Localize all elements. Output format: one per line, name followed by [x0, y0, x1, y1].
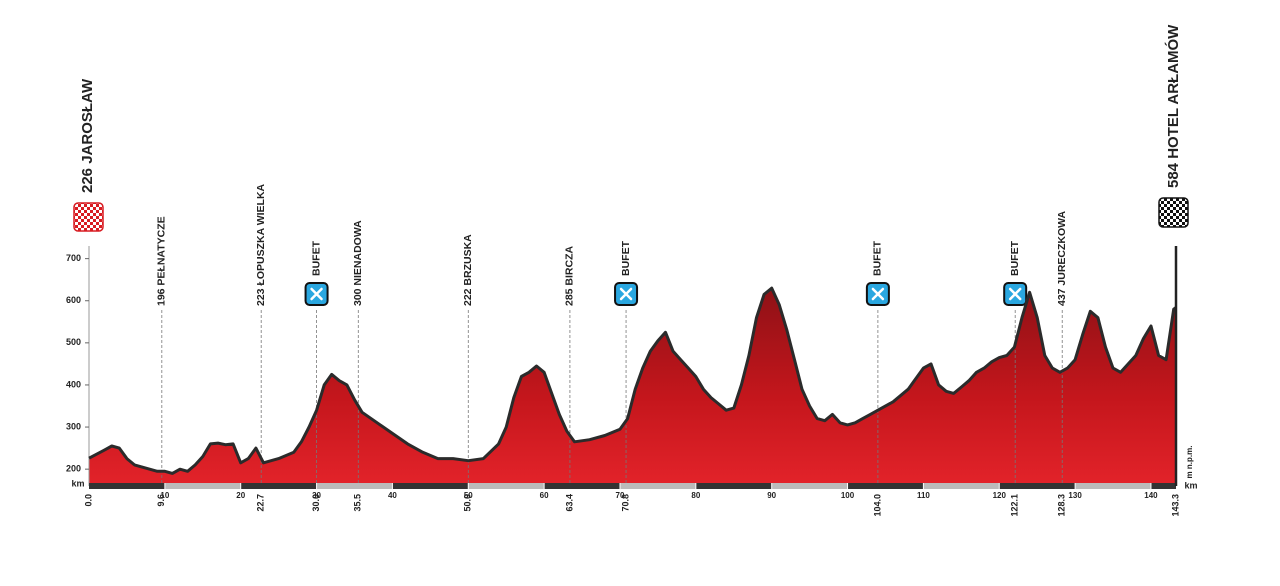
feed-icon-cutlery: [310, 287, 323, 301]
y-tick-label: 700: [66, 253, 81, 263]
y-tick-label: 200: [66, 464, 81, 474]
x-axis-label: km: [1184, 480, 1197, 490]
x-tick-label: 20: [236, 491, 245, 500]
finish-label: 584 HOTEL ARŁAMÓW: [1164, 24, 1182, 188]
km-bar: [1075, 483, 1151, 489]
x-tick-label: 80: [691, 491, 700, 500]
km-bar: [695, 483, 772, 489]
x-tick-label: 140: [1144, 491, 1158, 500]
x-axis-label: km: [71, 478, 84, 488]
x-tick-label: 110: [917, 491, 930, 500]
km-marker-label: 22.7: [256, 494, 266, 512]
km-bar: [544, 483, 620, 489]
start-flag: [73, 202, 104, 232]
elevation-line: [88, 286, 1177, 475]
elevation-area: [89, 288, 1176, 486]
feed-icon-cutlery: [871, 287, 885, 301]
waypoint-label: BUFET: [310, 240, 322, 276]
waypoint-label: 300 NIENADOWA: [352, 220, 364, 306]
x-tick-label: 90: [767, 491, 776, 500]
y-tick-label: 400: [66, 379, 81, 389]
y-tick-label: 300: [66, 421, 81, 431]
x-tick-label: 60: [540, 491, 549, 500]
km-marker-label: 0.0: [83, 494, 93, 507]
waypoint-label: 223 ŁOPUSZKA WIELKA: [255, 183, 267, 306]
km-bar: [1150, 483, 1176, 489]
start-label: 226 JAROSŁAW: [79, 78, 96, 193]
waypoint-label: 222 BRZUSKA: [462, 234, 474, 306]
km-marker-label: 50.0: [463, 494, 473, 512]
km-bar: [771, 483, 848, 489]
km-bar: [468, 483, 545, 489]
km-bar: [164, 483, 241, 489]
x-tick-label: 70: [616, 491, 625, 500]
km-marker-label: 30.0: [311, 494, 321, 512]
km-marker-label: 143.3: [1170, 494, 1180, 517]
waypoint-label: 437 JURECZKOWA: [1056, 210, 1068, 306]
feed-icon-cutlery: [619, 287, 633, 301]
km-bar: [316, 483, 393, 489]
x-tick-label: 120: [993, 491, 1007, 500]
x-tick-label: 130: [1068, 491, 1082, 500]
waypoint-label: BUFET: [1009, 240, 1021, 276]
waypoint-label: 196 PEŁNATYCZE: [156, 216, 168, 306]
x-tick-label: 40: [388, 491, 397, 500]
waypoint-label: 285 BIRCZA: [564, 245, 576, 306]
km-bar: [847, 483, 924, 489]
km-bar: [923, 483, 1000, 489]
waypoint-label: BUFET: [620, 240, 632, 276]
km-bar: [89, 483, 165, 489]
km-marker-label: 63.4: [564, 494, 574, 512]
km-bar: [999, 483, 1076, 489]
feed-icon-cutlery: [1008, 287, 1022, 301]
km-marker-label: 122.1: [1010, 494, 1020, 517]
km-marker-label: 35.5: [353, 494, 363, 512]
x-tick-label: 10: [160, 491, 169, 500]
x-tick-label: 30: [312, 491, 321, 500]
x-tick-label: 50: [464, 491, 473, 500]
y-tick-label: 600: [66, 295, 81, 305]
km-marker-label: 9.6: [156, 494, 166, 507]
finish-flag: [1158, 197, 1189, 228]
y-tick-label: 500: [66, 337, 81, 347]
km-marker-label: 104.0: [872, 494, 882, 517]
km-marker-label: 128.3: [1057, 494, 1067, 517]
km-bar: [392, 483, 469, 489]
y-axis-label: m n.p.m.: [1185, 446, 1194, 479]
km-bar: [619, 483, 696, 489]
km-bar: [240, 483, 317, 489]
km-marker-label: 70.8: [620, 494, 630, 512]
x-tick-label: 100: [841, 491, 855, 500]
waypoint-label: BUFET: [872, 240, 884, 276]
